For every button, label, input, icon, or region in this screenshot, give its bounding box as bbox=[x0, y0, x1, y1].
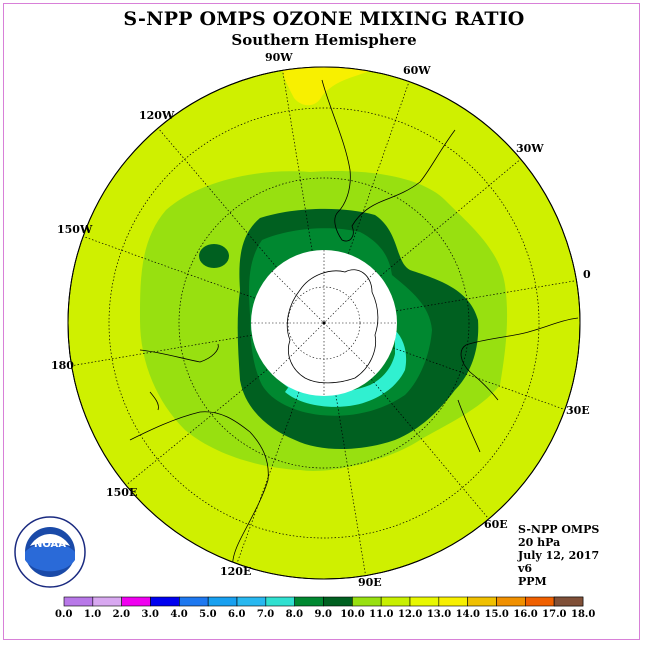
lon-label-150e: 150E bbox=[106, 486, 138, 499]
colorbar-tick-label: 4.0 bbox=[170, 609, 188, 620]
colorbar-tick-label: 11.0 bbox=[369, 609, 394, 620]
info-block: S-NPP OMPS 20 hPa July 12, 2017 v6 PPM bbox=[518, 523, 599, 588]
colorbar-tick-label: 16.0 bbox=[513, 609, 538, 620]
colorbar-tick-label: 13.0 bbox=[426, 609, 452, 620]
lon-label-60e: 60E bbox=[484, 518, 508, 531]
south-america-coast bbox=[321, 79, 456, 242]
africa-coast bbox=[460, 317, 579, 401]
colorbar-tick-label: 18.0 bbox=[571, 609, 596, 620]
colorbar-tick-label: 9.0 bbox=[314, 609, 332, 620]
colorbar-tick-label: 1.0 bbox=[83, 609, 102, 620]
map-subtitle: Southern Hemisphere bbox=[231, 31, 417, 49]
info-units: PPM bbox=[518, 575, 547, 588]
noaa-logo-text: NOAA bbox=[34, 539, 66, 550]
new-zealand-coast bbox=[149, 391, 159, 411]
lon-label-30e: 30E bbox=[566, 404, 590, 417]
lon-label-90e: 90E bbox=[358, 576, 382, 589]
lon-label-30w: 30W bbox=[516, 142, 544, 155]
contour-10ppm-blob bbox=[199, 244, 229, 268]
figure-frame bbox=[3, 3, 640, 640]
noaa-logo: NOAA bbox=[14, 516, 86, 588]
colorbar-tick-label: 7.0 bbox=[256, 609, 275, 620]
lon-label-150w: 150W bbox=[57, 223, 93, 236]
lon-label-60w: 60W bbox=[403, 64, 431, 77]
colorbar-tick-label: 6.0 bbox=[228, 609, 246, 620]
colorbar-tick-label: 12.0 bbox=[398, 609, 423, 620]
colorbar-tick-label: 8.0 bbox=[285, 609, 304, 620]
antarctica-coast bbox=[286, 269, 379, 384]
colorbar-tick-label: 2.0 bbox=[112, 609, 131, 620]
colorbar-tick-label: 14.0 bbox=[455, 609, 481, 620]
lon-label-120e: 120E bbox=[220, 565, 252, 578]
lon-label-0: 0 bbox=[583, 268, 591, 281]
contour-13ppm bbox=[282, 67, 372, 106]
colorbar-tick-label: 0.0 bbox=[55, 609, 73, 620]
australia-coast bbox=[129, 411, 269, 577]
lon-label-180: 180 bbox=[51, 359, 74, 372]
colorbar-tick-label: 5.0 bbox=[199, 609, 217, 620]
lon-label-120w: 120W bbox=[139, 109, 175, 122]
info-date: July 12, 2017 bbox=[518, 549, 600, 562]
info-version: v6 bbox=[518, 562, 533, 575]
info-pressure: 20 hPa bbox=[518, 536, 561, 549]
colorbar-tick-label: 15.0 bbox=[484, 609, 509, 620]
colorbar-tick-label: 10.0 bbox=[340, 609, 365, 620]
colorbar-tick-label: 3.0 bbox=[141, 609, 159, 620]
colorbar-tick-label: 17.0 bbox=[542, 609, 567, 620]
map-title: S-NPP OMPS OZONE MIXING RATIO bbox=[123, 8, 525, 30]
info-instrument: S-NPP OMPS bbox=[518, 523, 600, 536]
lon-label-90w: 90W bbox=[265, 51, 293, 64]
